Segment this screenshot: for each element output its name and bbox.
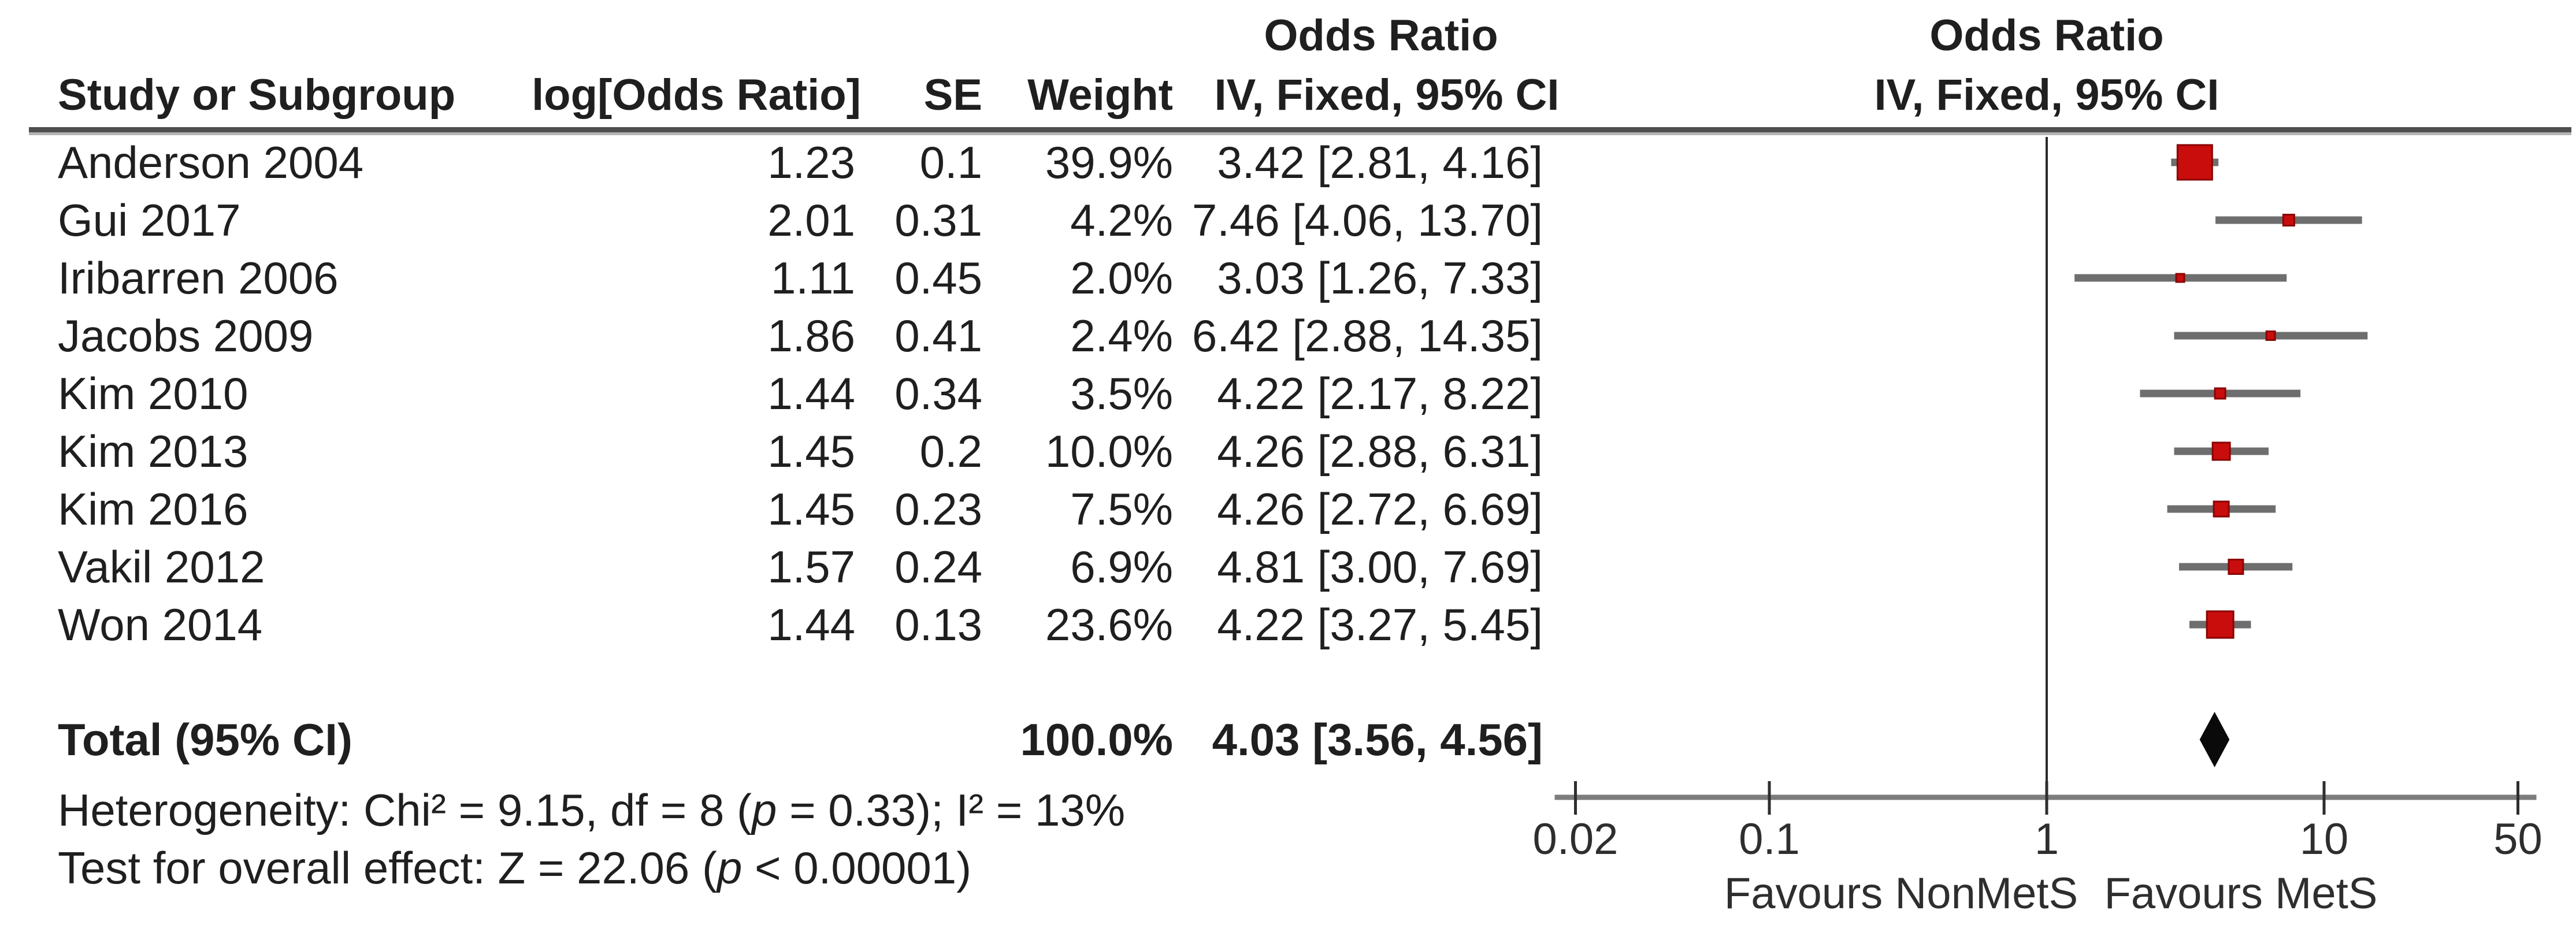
study-ci-anderson-2004: 3.42 [2.81, 4.16] <box>1217 137 1543 188</box>
total-row-label: Total (95% CI) <box>58 714 352 765</box>
study-weight-iribarren-2006: 2.0% <box>1070 252 1173 303</box>
study-name-gui-2017: Gui 2017 <box>58 195 241 246</box>
weight-square-anderson-2004 <box>2176 144 2213 181</box>
study-name-kim-2010: Kim 2010 <box>58 368 248 419</box>
study-se-jacobs-2009: 0.41 <box>894 310 982 361</box>
study-logor-gui-2017: 2.01 <box>767 195 855 246</box>
study-weight-kim-2013: 10.0% <box>1045 426 1173 477</box>
weight-square-kim-2013 <box>2211 441 2231 461</box>
study-name-iribarren-2006: Iribarren 2006 <box>58 252 339 303</box>
study-se-won-2014: 0.13 <box>894 599 982 650</box>
x-axis-tick-label-50: 50 <box>2493 815 2542 864</box>
weight-square-jacobs-2009 <box>2265 330 2276 341</box>
heterogeneity-text-pre: Heterogeneity: Chi² = 9.15, df = 8 ( <box>58 785 752 835</box>
overall-effect-text-post: < 0.00001) <box>742 842 972 893</box>
x-axis-label-favours-left: Favours NonMetS <box>1724 869 2078 918</box>
total-diamond <box>2199 712 2230 767</box>
study-ci-iribarren-2006: 3.03 [1.26, 7.33] <box>1217 252 1543 303</box>
overall-effect-p-symbol: p <box>717 842 743 893</box>
study-name-kim-2013: Kim 2013 <box>58 426 248 477</box>
weight-square-won-2014 <box>2206 610 2234 639</box>
x-axis-tick-label-1: 1 <box>2035 815 2059 864</box>
study-weight-kim-2016: 7.5% <box>1070 484 1173 534</box>
study-logor-kim-2016: 1.45 <box>767 484 855 534</box>
weight-square-vakil-2012 <box>2228 559 2244 575</box>
column-header-log-odds-ratio: log[Odds Ratio] <box>532 70 861 120</box>
x-axis-tick-label-0.02: 0.02 <box>1533 815 1619 864</box>
study-ci-vakil-2012: 4.81 [3.00, 7.69] <box>1217 541 1543 592</box>
study-logor-jacobs-2009: 1.86 <box>767 310 855 361</box>
total-row-ci: 4.03 [3.56, 4.56] <box>1212 714 1543 765</box>
column-header-weight: Weight <box>1027 70 1173 120</box>
study-logor-won-2014: 1.44 <box>767 599 855 650</box>
study-name-jacobs-2009: Jacobs 2009 <box>58 310 314 361</box>
study-weight-won-2014: 23.6% <box>1045 599 1173 650</box>
study-weight-jacobs-2009: 2.4% <box>1070 310 1173 361</box>
study-ci-gui-2017: 7.46 [4.06, 13.70] <box>1192 195 1543 246</box>
study-logor-anderson-2004: 1.23 <box>767 137 855 188</box>
overall-effect-text-pre: Test for overall effect: Z = 22.06 ( <box>58 842 717 893</box>
study-name-anderson-2004: Anderson 2004 <box>58 137 364 188</box>
study-se-kim-2010: 0.34 <box>894 368 982 419</box>
study-se-anderson-2004: 0.1 <box>919 137 982 188</box>
column-header-stats-ci: IV, Fixed, 95% CI <box>1214 70 1560 120</box>
study-logor-kim-2010: 1.44 <box>767 368 855 419</box>
header-rule-dark <box>29 127 2571 132</box>
study-name-won-2014: Won 2014 <box>58 599 263 650</box>
column-header-plot-ci: IV, Fixed, 95% CI <box>1874 70 2219 120</box>
weight-square-iribarren-2006 <box>2175 273 2185 283</box>
study-se-gui-2017: 0.31 <box>894 195 982 246</box>
study-ci-jacobs-2009: 6.42 [2.88, 14.35] <box>1192 310 1543 361</box>
x-axis-label-favours-right: Favours MetS <box>2104 869 2377 918</box>
weight-square-kim-2010 <box>2214 387 2226 400</box>
study-se-iribarren-2006: 0.45 <box>894 252 982 303</box>
study-weight-kim-2010: 3.5% <box>1070 368 1173 419</box>
weight-square-kim-2016 <box>2213 500 2230 518</box>
study-logor-vakil-2012: 1.57 <box>767 541 855 592</box>
study-se-vakil-2012: 0.24 <box>894 541 982 592</box>
study-weight-anderson-2004: 39.9% <box>1045 137 1173 188</box>
column-header-study: Study or Subgroup <box>58 70 456 120</box>
plot-group-title: Odds Ratio <box>1929 11 2164 60</box>
total-row-weight: 100.0% <box>1020 714 1173 765</box>
column-header-se: SE <box>923 70 982 120</box>
study-weight-vakil-2012: 6.9% <box>1070 541 1173 592</box>
x-axis-tick-label-0.1: 0.1 <box>1739 815 1800 864</box>
heterogeneity-text-post: = 0.33); I² = 13% <box>777 785 1126 835</box>
study-weight-gui-2017: 4.2% <box>1070 195 1173 246</box>
heterogeneity-p-symbol: p <box>752 785 777 835</box>
weight-square-gui-2017 <box>2282 214 2295 226</box>
study-logor-kim-2013: 1.45 <box>767 426 855 477</box>
stats-group-title: Odds Ratio <box>1264 11 1498 60</box>
overall-effect-line: Test for overall effect: Z = 22.06 (p < … <box>58 845 971 890</box>
study-name-kim-2016: Kim 2016 <box>58 484 248 534</box>
study-name-vakil-2012: Vakil 2012 <box>58 541 265 592</box>
study-logor-iribarren-2006: 1.11 <box>770 252 855 303</box>
study-ci-kim-2016: 4.26 [2.72, 6.69] <box>1217 484 1543 534</box>
study-ci-kim-2010: 4.22 [2.17, 8.22] <box>1217 368 1543 419</box>
study-se-kim-2016: 0.23 <box>894 484 982 534</box>
header-rule-light <box>29 132 2571 135</box>
heterogeneity-line: Heterogeneity: Chi² = 9.15, df = 8 (p = … <box>58 788 1125 833</box>
x-axis-tick-label-10: 10 <box>2300 815 2349 864</box>
study-ci-won-2014: 4.22 [3.27, 5.45] <box>1217 599 1543 650</box>
study-ci-kim-2013: 4.26 [2.88, 6.31] <box>1217 426 1543 477</box>
study-se-kim-2013: 0.2 <box>919 426 982 477</box>
